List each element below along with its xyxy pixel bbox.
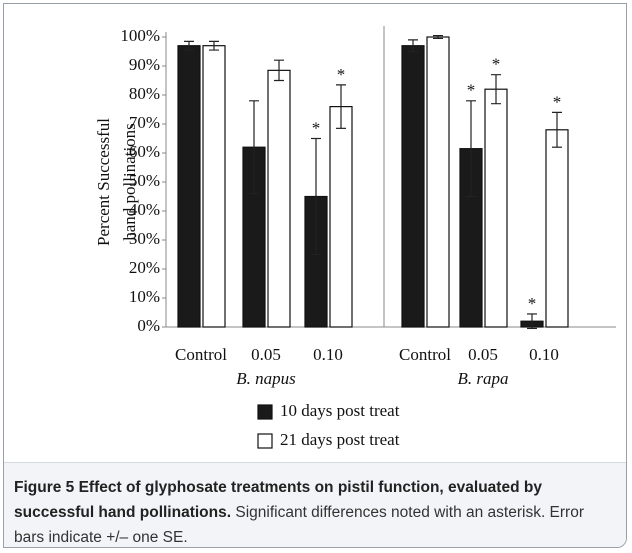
legend-swatch [257,404,273,420]
bar [401,45,425,328]
x-tick-label: 0.05 [468,345,498,364]
x-tick-label: 0.05 [251,345,281,364]
bar [329,105,353,328]
bar [545,129,569,328]
error-bar [408,39,418,53]
error-bar [311,137,321,256]
caption-title: Figure 5 Effect of glyphosate treatments… [14,479,542,521]
error-bar [491,74,501,105]
significance-marker: * [337,65,346,84]
figure: Percent Successful hand pollinations 0% 1… [3,3,627,548]
y-tick-label: 100% [120,26,160,45]
legend-swatch [257,433,273,449]
group-label: B. rapa [458,369,509,388]
significance-marker: * [492,55,501,74]
y-tick-label: 0% [137,316,160,335]
y-tick-label: 80% [129,84,160,103]
caption-text: Significant differences noted with an as… [14,504,584,546]
y-axis-label: hand pollinations [120,123,139,241]
y-tick-label: 50% [129,171,160,190]
x-tick-label: Control [175,345,227,364]
y-tick-label: 60% [129,142,160,161]
significance-marker: * [312,118,321,137]
significance-marker: * [528,294,537,313]
y-axis-label: Percent Successful [94,118,113,246]
y-tick-label: 90% [129,55,160,74]
y-tick-label: 20% [129,258,160,277]
caption: Figure 5 Effect of glyphosate treatments… [4,462,626,547]
error-bar [274,59,284,82]
legend-label: 10 days post treat [280,401,400,420]
legend-label: 21 days post treat [280,430,400,449]
chart: Percent Successful hand pollinations 0% 1… [94,26,616,449]
bar [484,88,508,328]
error-bar [249,100,259,195]
error-bar [336,84,346,129]
bar [202,45,226,328]
error-bar [466,100,476,198]
significance-marker: * [467,81,476,100]
group-label: B. napus [236,369,296,388]
error-bar [552,111,562,148]
error-bar [433,34,443,40]
x-tick-label: 0.10 [529,345,559,364]
bar [177,45,201,328]
y-tick-label: 40% [129,200,160,219]
y-tick-label: 10% [129,287,160,306]
y-tick-label: 30% [129,229,160,248]
significance-marker: * [553,92,562,111]
error-bar [209,40,219,51]
error-bar [527,313,537,330]
error-bar [184,40,194,51]
x-tick-label: Control [399,345,451,364]
bar [426,36,450,328]
x-tick-label: 0.10 [313,345,343,364]
bar [267,69,291,328]
y-tick-label: 70% [129,113,160,132]
